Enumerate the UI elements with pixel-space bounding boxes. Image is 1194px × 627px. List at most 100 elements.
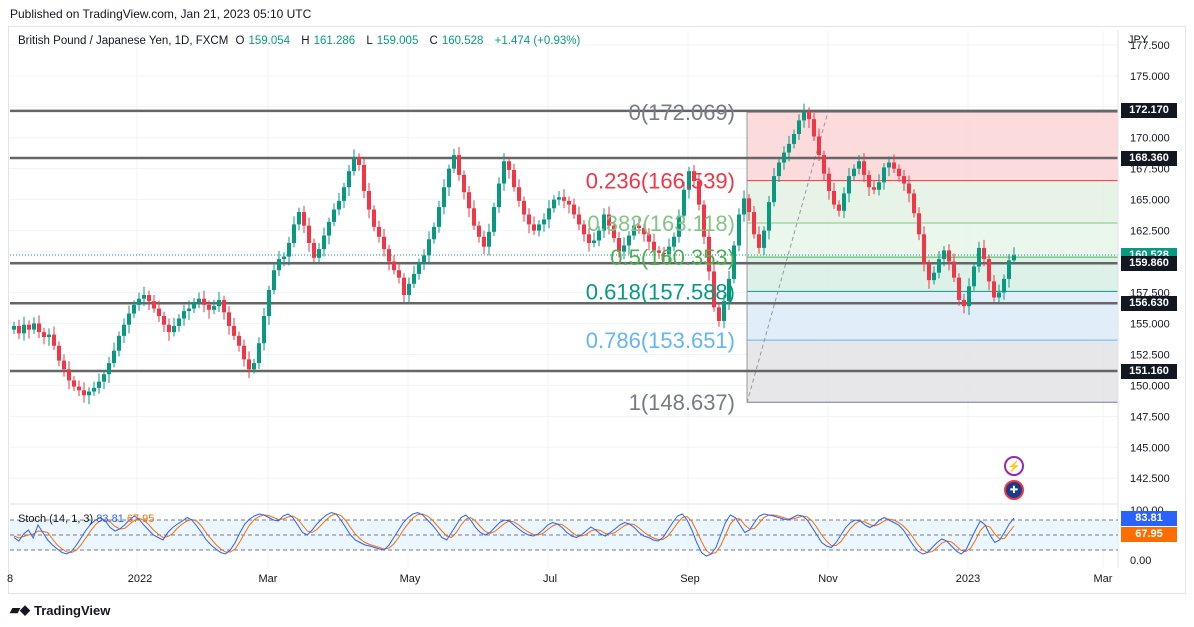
candle-body: [712, 271, 716, 308]
candle-body: [292, 224, 296, 243]
candle-body: [547, 208, 551, 220]
candle-body: [527, 214, 531, 225]
candle-body: [197, 298, 201, 303]
time-axis-label: Mar: [1094, 573, 1113, 585]
candle-body: [107, 363, 111, 375]
candle-body: [222, 299, 226, 313]
candle-body: [182, 311, 186, 319]
candle-body: [582, 224, 586, 235]
candle-body: [187, 308, 191, 312]
candle-body: [922, 234, 926, 265]
change-value: +1.474 (+0.93%): [494, 35, 581, 47]
candle-body: [837, 204, 841, 211]
candle-body: [872, 187, 876, 190]
candle-body: [97, 381, 101, 388]
candle-body: [122, 324, 126, 336]
candle-body: [612, 225, 616, 239]
chart-frame: [8, 26, 1186, 594]
candle-body: [27, 324, 31, 330]
candle-body: [47, 334, 51, 338]
candle-body: [947, 250, 951, 262]
candle-body: [572, 204, 576, 215]
price-axis-tick: 145.000: [1130, 442, 1170, 454]
candle-body: [177, 318, 181, 326]
symbol-name[interactable]: British Pound / Japanese Yen, 1D, FXCM: [18, 35, 229, 47]
candle-body: [217, 299, 221, 307]
candle-body: [432, 226, 436, 240]
candle-body: [307, 225, 311, 243]
footer-brand: TradingView: [34, 602, 111, 618]
candle-body: [132, 304, 136, 314]
candle-body: [397, 270, 401, 278]
candle-body: [692, 171, 696, 182]
candle-body: [37, 323, 41, 333]
candle-body: [457, 155, 461, 175]
candle-body: [642, 228, 646, 235]
candle-body: [972, 266, 976, 287]
candle-body: [867, 174, 871, 188]
level-price-tag: 159.860: [1121, 255, 1177, 271]
candle-body: [57, 345, 61, 361]
candle-body: [887, 162, 891, 168]
candle-body: [727, 278, 731, 302]
level-price-tag: 156.630: [1121, 295, 1177, 311]
candle-body: [537, 224, 541, 231]
candle-body: [162, 316, 166, 325]
candle-body: [472, 208, 476, 226]
candle-body: [282, 256, 286, 260]
candle-body: [227, 312, 231, 326]
candle-body: [802, 111, 806, 121]
candle-body: [17, 325, 21, 334]
tradingview-logo[interactable]: ▰◆ TradingView: [10, 602, 110, 618]
candle-body: [497, 183, 501, 208]
fib-label: 0.382(163.118): [587, 211, 735, 236]
candle-body: [992, 281, 996, 298]
price-axis-tick: 170.000: [1130, 133, 1170, 145]
candle-body: [812, 119, 816, 137]
stoch-k-value: 83.81: [96, 513, 124, 525]
candle-body: [807, 111, 811, 120]
price-axis-tick: 162.500: [1130, 226, 1170, 238]
candle-body: [792, 134, 796, 144]
candle-body: [982, 247, 986, 260]
candle-body: [747, 198, 751, 213]
candle-body: [67, 369, 71, 381]
time-axis-label: Nov: [818, 573, 838, 585]
candle-body: [77, 386, 81, 391]
candle-body: [782, 152, 786, 163]
stoch-header[interactable]: Stoch (14, 1, 3) 83.81 67.95: [18, 513, 154, 525]
candle-body: [427, 239, 431, 256]
candle-body: [447, 168, 451, 188]
candle-body: [452, 155, 456, 169]
candle-body: [467, 192, 471, 209]
stoch-d-tag: 67.95: [1121, 527, 1177, 543]
candle-body: [87, 391, 91, 396]
candle-body: [322, 235, 326, 250]
fib-zone: [747, 180, 1118, 223]
time-axis-label: Jul: [543, 573, 557, 585]
tv-logo-icon: ▰◆: [10, 602, 30, 617]
time-axis-label: May: [400, 573, 421, 585]
level-price-tag: 168.360: [1121, 150, 1177, 166]
fib-label: 0.786(153.651): [586, 328, 735, 353]
candle-body: [797, 120, 801, 135]
candle-body: [722, 301, 726, 321]
candle-body: [347, 171, 351, 188]
candle-body: [417, 262, 421, 274]
lightning-icon[interactable]: ⚡: [1004, 456, 1024, 476]
open-value: 159.054: [248, 35, 291, 47]
candle-body: [827, 173, 831, 191]
candle-body: [82, 390, 86, 396]
open-label: O: [235, 35, 245, 47]
candle-body: [332, 209, 336, 222]
candle-body: [437, 207, 441, 227]
candle-body: [62, 360, 66, 370]
candle-body: [597, 230, 601, 241]
uk-flag-icon[interactable]: ✚: [1004, 480, 1024, 500]
candle-body: [677, 215, 681, 237]
fib-label: 1(148.637): [629, 390, 735, 415]
candle-body: [857, 161, 861, 169]
candle-body: [892, 162, 896, 169]
high-value: 161.286: [313, 35, 356, 47]
